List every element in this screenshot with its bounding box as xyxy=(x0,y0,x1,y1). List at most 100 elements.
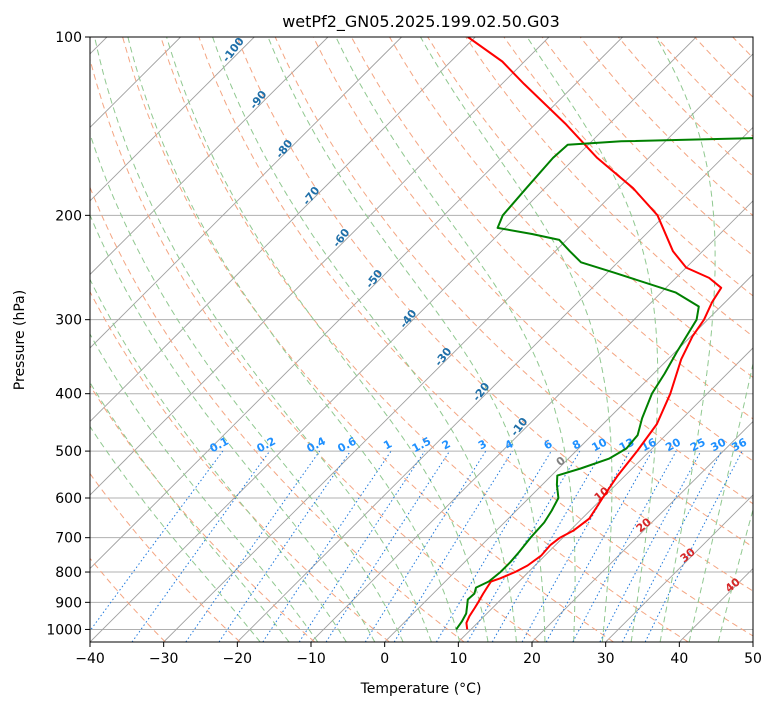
isotherm-line xyxy=(384,273,753,642)
moist-adiabat-line xyxy=(90,425,261,642)
isotherm-line xyxy=(310,200,753,642)
y-tick-label: 600 xyxy=(55,491,82,507)
mixing-ratio-label: 36 xyxy=(729,435,749,454)
x-tick-label: 20 xyxy=(523,651,541,667)
x-tick-label: 10 xyxy=(449,651,467,667)
dry-adiabat-line xyxy=(90,186,465,642)
moist-adiabat-line xyxy=(655,37,716,642)
mixing-ratio-label: 20 xyxy=(663,435,683,454)
temperature-profile xyxy=(465,37,723,630)
x-tick-label: 0 xyxy=(380,651,389,667)
x-tick-label: 40 xyxy=(670,651,688,667)
isotherm-line xyxy=(458,347,753,642)
dry-adiabat-line xyxy=(90,290,390,642)
mixing-ratio-line xyxy=(185,450,321,642)
mixing-ratio-line xyxy=(325,450,451,642)
isotherm-line xyxy=(90,37,623,570)
x-tick-label: 50 xyxy=(744,651,762,667)
y-axis-label: Pressure (hPa) xyxy=(12,290,28,390)
plot-border xyxy=(89,36,754,643)
dry-adiabat-line xyxy=(465,37,753,338)
y-tick-label: 500 xyxy=(55,444,82,460)
moist-adiabat-line xyxy=(127,37,461,642)
x-tick-label: −30 xyxy=(149,651,179,667)
mixing-ratio-line xyxy=(131,450,271,642)
mixing-ratio-line xyxy=(298,450,426,642)
moist-adiabat-line xyxy=(526,37,659,642)
plot-background xyxy=(90,37,753,642)
mixing-ratio-line xyxy=(364,450,487,642)
chart-title: wetPf2_GN05.2025.199.02.50.G03 xyxy=(282,12,560,32)
x-tick-label: 30 xyxy=(597,651,615,667)
y-tick-label: 800 xyxy=(55,565,82,581)
dry-adiabats xyxy=(90,37,775,642)
isotherm-line xyxy=(531,420,753,642)
isotherm-line xyxy=(605,494,753,642)
y-tick-label: 700 xyxy=(55,531,82,547)
y-tick-label: 100 xyxy=(55,30,82,46)
isotherm-line xyxy=(90,37,329,276)
y-tick-label: 400 xyxy=(55,387,82,403)
dry-adiabat-line xyxy=(90,384,316,642)
mixing-ratio-line xyxy=(262,450,392,642)
isotherm-line xyxy=(752,641,753,642)
mixing-ratio-line xyxy=(90,450,224,632)
mixing-ratio-line xyxy=(572,450,677,642)
mixing-ratio-line xyxy=(644,450,743,642)
moist-adiabat-line xyxy=(420,37,613,642)
dry-adiabat-line xyxy=(160,37,689,642)
dry-adiabat-line xyxy=(350,37,753,462)
x-tick-label: −10 xyxy=(296,651,326,667)
y-tick-label: 900 xyxy=(55,595,82,611)
moist-adiabat-line xyxy=(717,508,753,642)
mixing-ratio-label: 13 xyxy=(617,436,637,455)
y-tick-label: 1000 xyxy=(46,622,82,638)
dry-adiabat-line xyxy=(274,37,753,548)
moist-adiabat-line xyxy=(267,37,546,642)
dry-adiabat-line xyxy=(427,37,753,379)
dry-adiabat-line xyxy=(122,37,614,642)
dewpoint-profile xyxy=(455,137,753,630)
moist-adiabat-line xyxy=(90,333,319,642)
plot-area xyxy=(90,37,753,642)
x-axis-ticks: −40 −30 −20 −10 0 10 20 30 40 50 xyxy=(75,642,762,667)
dry-adiabat-line xyxy=(236,37,753,592)
y-tick-label: 300 xyxy=(55,313,82,329)
isotherm-line xyxy=(90,37,697,642)
y-tick-label: 200 xyxy=(55,208,82,224)
dry-adiabat-line xyxy=(198,37,753,637)
moist-adiabat-line xyxy=(90,132,404,642)
moist-adiabat-line xyxy=(90,381,290,642)
sounding-profiles xyxy=(455,37,753,630)
isotherm-line xyxy=(90,37,402,349)
moist-adiabat-line xyxy=(90,278,347,642)
dry-adiabat-line xyxy=(90,472,241,642)
x-tick-label: −20 xyxy=(223,651,253,667)
dry-adiabat-line xyxy=(312,37,753,505)
isotherm-line xyxy=(90,37,550,496)
y-axis-ticks: 1000 900 800 700 600 500 400 300 200 100 xyxy=(46,30,90,638)
moist-adiabat-line xyxy=(90,213,376,642)
mixing-ratio-line xyxy=(545,450,653,642)
mixing-ratio-line xyxy=(218,450,351,642)
x-axis-label: Temperature (°C) xyxy=(360,681,482,697)
moist-adiabat-line xyxy=(335,37,576,642)
mixing-ratio-label: 25 xyxy=(688,436,708,455)
isotherm-line xyxy=(163,53,753,642)
moist-adiabat-line xyxy=(94,37,432,642)
mixing-ratio-line xyxy=(393,450,513,642)
moist-adiabat-line xyxy=(212,37,517,642)
mixing-ratio-lines xyxy=(90,450,743,642)
dry-adiabat-line xyxy=(389,37,753,420)
plot-frame xyxy=(89,36,754,643)
mixing-ratio-label: 10 xyxy=(590,435,610,454)
isotherm-line xyxy=(90,37,255,202)
x-tick-label: −40 xyxy=(75,651,105,667)
mixing-ratio-label: 30 xyxy=(709,435,729,454)
isotherm-line xyxy=(90,37,476,423)
dry-adiabat-line xyxy=(771,37,775,642)
dry-adiabat-line xyxy=(503,37,753,297)
moist-adiabat-line xyxy=(688,361,753,642)
dry-adiabat-line xyxy=(90,57,540,642)
